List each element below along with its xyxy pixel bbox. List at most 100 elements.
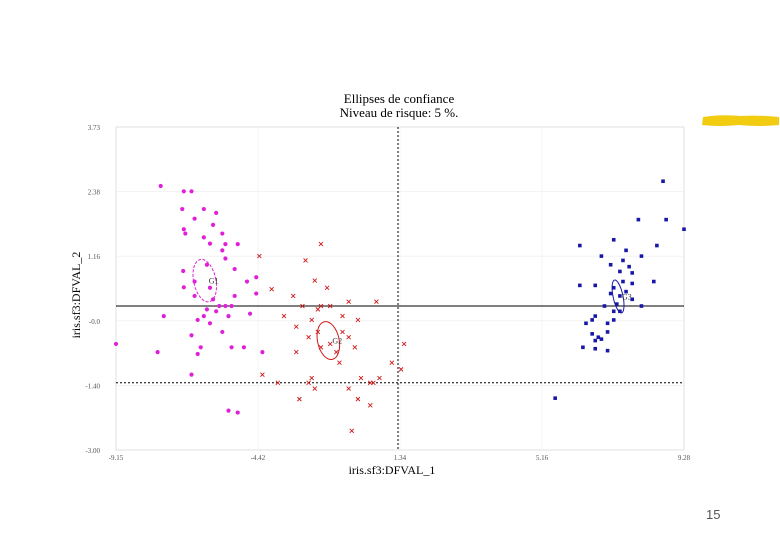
point-g1 (207, 241, 213, 246)
reference-lines (116, 127, 684, 450)
point-g3 (639, 254, 644, 258)
point-g3 (636, 217, 641, 222)
point-g2 (355, 317, 361, 323)
x-tick-label: 9.28 (678, 454, 691, 462)
point-g1 (195, 317, 200, 323)
point-g2 (290, 293, 296, 299)
y-axis-label: iris.sf3:DFVAL_2 (69, 252, 83, 339)
point-g1 (183, 231, 188, 236)
point-g1 (223, 256, 228, 261)
point-g1 (229, 303, 234, 309)
point-g1 (210, 222, 216, 228)
point-g3 (553, 396, 557, 400)
x-tick-label: -9.15 (109, 454, 124, 462)
x-tick-label: 5.16 (536, 454, 549, 462)
y-tick-label: 1.16 (88, 253, 101, 261)
point-g3 (651, 279, 656, 284)
point-g3 (618, 294, 622, 298)
point-g1 (223, 242, 228, 247)
point-g1 (192, 216, 197, 221)
point-g2 (346, 299, 352, 305)
point-g1 (241, 345, 247, 350)
point-g1 (254, 291, 259, 296)
point-g2 (346, 334, 352, 340)
point-g3 (611, 318, 616, 322)
point-g2 (324, 285, 330, 291)
point-g1 (226, 313, 231, 319)
point-g1 (223, 303, 228, 309)
point-g1 (189, 189, 194, 194)
point-g2 (260, 372, 265, 377)
point-g1 (235, 410, 240, 415)
point-g1 (158, 183, 163, 189)
point-g3 (578, 243, 582, 248)
point-g1 (220, 329, 225, 335)
point-g3 (602, 304, 607, 308)
ellipse-label-g3: G3 (622, 292, 632, 301)
point-g1 (232, 293, 237, 299)
point-g1 (189, 333, 194, 338)
point-g1 (181, 285, 186, 290)
point-g3 (593, 346, 598, 351)
point-g2 (377, 375, 382, 381)
point-g2 (315, 329, 321, 335)
point-g2 (303, 258, 308, 263)
point-g1 (232, 266, 237, 272)
point-g2 (337, 360, 342, 365)
x-tick-label: 1.34 (394, 454, 407, 462)
point-g1 (189, 372, 194, 377)
point-g2 (318, 303, 324, 309)
point-g1 (204, 262, 210, 267)
confidence-ellipses: G1 G2 G3 (192, 258, 632, 360)
point-g3 (590, 332, 594, 336)
gridlines (116, 127, 684, 450)
data-points (113, 179, 686, 434)
point-g1 (247, 311, 253, 316)
point-g1 (244, 279, 250, 284)
point-g1 (181, 227, 186, 232)
point-g1 (181, 189, 186, 194)
point-g3 (655, 243, 659, 248)
x-axis-label: iris.sf3:DFVAL_1 (349, 463, 436, 477)
point-g1 (220, 248, 225, 253)
point-g2 (256, 253, 262, 259)
point-g2 (401, 341, 407, 347)
point-g1 (180, 206, 185, 212)
point-g1 (155, 349, 160, 355)
point-g2 (318, 241, 324, 247)
point-g2 (371, 380, 376, 386)
point-g2 (306, 380, 311, 386)
point-g3 (584, 321, 588, 326)
point-g3 (605, 348, 610, 353)
point-g3 (630, 297, 635, 302)
point-g1 (201, 313, 206, 319)
point-g2 (389, 360, 395, 365)
y-tick-label: -1.40 (85, 382, 100, 390)
point-g3 (599, 337, 604, 341)
point-g2 (281, 313, 287, 319)
point-g3 (639, 304, 644, 308)
point-g1 (181, 268, 186, 274)
point-g1 (235, 242, 240, 247)
point-g1 (260, 349, 265, 355)
point-g1 (229, 345, 234, 350)
point-g3 (605, 330, 610, 334)
point-g3 (593, 283, 598, 288)
point-g3 (621, 279, 625, 284)
ellipse-label-g2: G2 (332, 337, 342, 346)
point-g3 (596, 335, 601, 340)
point-g1 (254, 275, 259, 280)
point-g3 (593, 338, 598, 343)
point-g3 (621, 258, 625, 263)
chart-title: Ellipses de confiance (344, 91, 455, 106)
point-g1 (161, 313, 166, 319)
point-g2 (355, 396, 361, 402)
point-g2 (306, 334, 311, 340)
point-g1 (220, 231, 225, 236)
point-g1 (204, 307, 210, 312)
y-tick-label: -3.00 (85, 447, 100, 455)
point-g1 (192, 279, 197, 284)
point-g2 (327, 341, 333, 347)
point-g2 (269, 286, 274, 292)
